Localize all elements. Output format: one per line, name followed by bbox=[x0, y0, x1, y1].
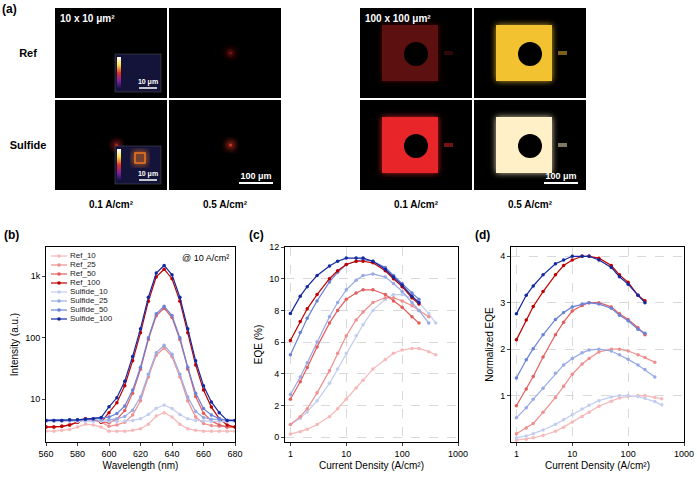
svg-text:EQE (%): EQE (%) bbox=[253, 325, 264, 364]
svg-text:0.1 A/cm²: 0.1 A/cm² bbox=[394, 199, 439, 210]
svg-text:100: 100 bbox=[395, 449, 410, 459]
svg-text:1: 1 bbox=[514, 449, 519, 459]
svg-text:100 x 100 μm²: 100 x 100 μm² bbox=[365, 13, 431, 24]
svg-text:Intensity (a.u.): Intensity (a.u.) bbox=[9, 313, 20, 376]
svg-text:100 μm: 100 μm bbox=[545, 171, 576, 181]
html-text:Sulfide_100: Sulfide_100 bbox=[70, 314, 113, 323]
svg-text:10: 10 bbox=[30, 394, 40, 404]
svg-text:100 μm: 100 μm bbox=[240, 171, 271, 181]
svg-text:10: 10 bbox=[567, 449, 577, 459]
html-text:Ref_50: Ref_50 bbox=[70, 269, 96, 278]
svg-text:8: 8 bbox=[274, 306, 279, 316]
svg-text:0.1 A/cm²: 0.1 A/cm² bbox=[89, 199, 134, 210]
svg-text:620: 620 bbox=[133, 449, 148, 459]
svg-text:0.5 A/cm²: 0.5 A/cm² bbox=[508, 199, 553, 210]
svg-text:1: 1 bbox=[288, 449, 293, 459]
svg-text:10 x 10 μm²: 10 x 10 μm² bbox=[60, 13, 115, 24]
svg-text:4: 4 bbox=[500, 251, 505, 261]
svg-text:(a): (a) bbox=[2, 2, 17, 16]
html-text:Ref_25: Ref_25 bbox=[70, 260, 96, 269]
svg-text:0.5 A/cm²: 0.5 A/cm² bbox=[203, 199, 248, 210]
svg-text:Ref: Ref bbox=[19, 47, 37, 59]
svg-text:560: 560 bbox=[38, 449, 53, 459]
svg-text:580: 580 bbox=[70, 449, 85, 459]
html-text:Sulfide_10: Sulfide_10 bbox=[70, 287, 108, 296]
svg-text:Wavelength (nm): Wavelength (nm) bbox=[103, 460, 179, 471]
svg-text:1000: 1000 bbox=[674, 449, 694, 459]
html-text:Ref_100: Ref_100 bbox=[70, 278, 101, 287]
svg-text:Sulfide: Sulfide bbox=[10, 139, 47, 151]
svg-text:680: 680 bbox=[227, 449, 242, 459]
html-text:Ref_10: Ref_10 bbox=[70, 251, 96, 260]
svg-text:(c): (c) bbox=[249, 228, 264, 242]
svg-text:100: 100 bbox=[25, 333, 40, 343]
svg-text:600: 600 bbox=[101, 449, 116, 459]
svg-text:2: 2 bbox=[274, 401, 279, 411]
svg-text:1: 1 bbox=[500, 391, 505, 401]
svg-text:@ 10 A/cm²: @ 10 A/cm² bbox=[182, 253, 229, 263]
html-text:Sulfide_50: Sulfide_50 bbox=[70, 305, 108, 314]
svg-text:3: 3 bbox=[500, 298, 505, 308]
svg-text:10 μm: 10 μm bbox=[138, 170, 158, 178]
svg-text:1000: 1000 bbox=[448, 449, 468, 459]
svg-text:10: 10 bbox=[269, 274, 279, 284]
svg-text:0: 0 bbox=[274, 432, 279, 442]
svg-text:10: 10 bbox=[341, 449, 351, 459]
svg-text:12: 12 bbox=[269, 242, 279, 252]
svg-text:660: 660 bbox=[196, 449, 211, 459]
svg-text:4: 4 bbox=[274, 369, 279, 379]
svg-text:(b): (b) bbox=[4, 228, 19, 242]
svg-text:6: 6 bbox=[274, 337, 279, 347]
svg-text:2: 2 bbox=[500, 344, 505, 354]
svg-text:Current Density (A/cm²): Current Density (A/cm²) bbox=[545, 460, 650, 471]
svg-text:10 μm: 10 μm bbox=[138, 78, 158, 86]
svg-text:Current Density (A/cm²): Current Density (A/cm²) bbox=[319, 460, 424, 471]
svg-text:640: 640 bbox=[164, 449, 179, 459]
svg-text:(d): (d) bbox=[475, 228, 490, 242]
html-text:Sulfide_25: Sulfide_25 bbox=[70, 296, 108, 305]
svg-text:Normalized EQE: Normalized EQE bbox=[484, 307, 495, 382]
svg-text:100: 100 bbox=[621, 449, 636, 459]
svg-text:1k: 1k bbox=[31, 271, 41, 281]
